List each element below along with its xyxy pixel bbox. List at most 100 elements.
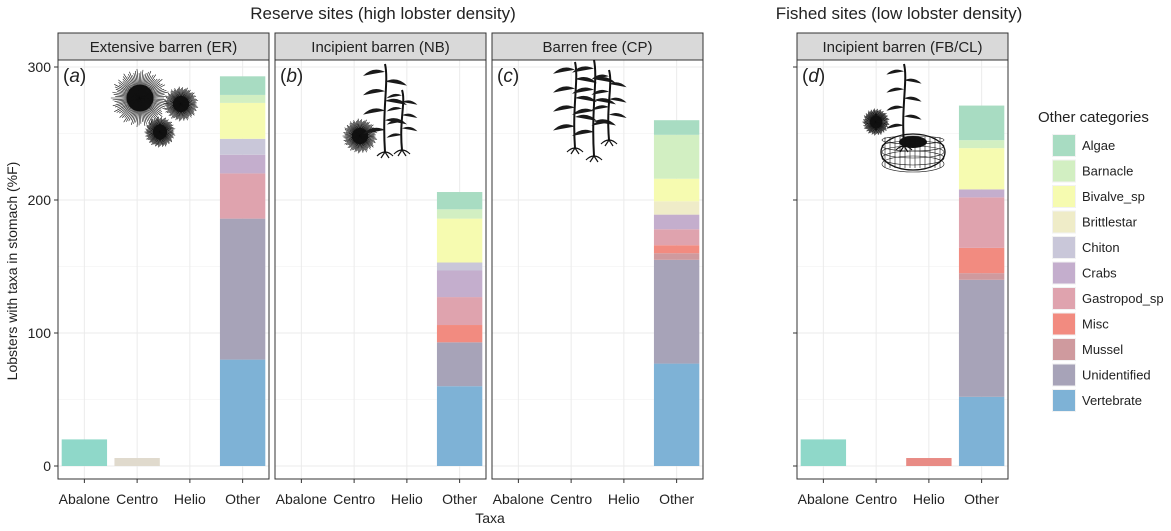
panel-border xyxy=(491,59,704,480)
panel-d: Incipient barren (FB/CL) (d) Abalone Centro… xyxy=(793,32,1009,507)
legend-swatch xyxy=(1053,211,1075,233)
panel-border xyxy=(57,59,270,480)
legend-swatch xyxy=(1053,364,1075,386)
bar-other-barnacle xyxy=(436,209,483,219)
urchin-icon xyxy=(110,68,169,128)
legend-swatch xyxy=(1053,339,1075,360)
bar-other-algae xyxy=(958,105,1005,141)
legend-swatch xyxy=(1053,288,1075,309)
bar-other-misc xyxy=(436,325,483,343)
bar-other-gastropod_sp xyxy=(219,173,266,219)
x-tick-label: Centro xyxy=(855,491,897,507)
bar-other-mussel xyxy=(958,273,1005,280)
legend-label: Algae xyxy=(1082,138,1115,153)
x-tick-label: Abalone xyxy=(59,491,111,507)
bar-other-algae xyxy=(436,192,483,210)
y-tick-label: 0 xyxy=(43,458,51,474)
bar-other-barnacle xyxy=(653,134,700,179)
legend-label: Brittlestar xyxy=(1082,215,1138,230)
bar-other-algae xyxy=(653,120,700,135)
bar-other-crabs xyxy=(219,154,266,174)
y-tick-label: 100 xyxy=(28,325,52,341)
y-tick-label: 300 xyxy=(28,59,52,75)
x-tick-label: Other xyxy=(964,491,999,507)
bar-other-vertebrate xyxy=(958,396,1005,466)
legend-swatch xyxy=(1053,160,1075,182)
bar-other-crabs xyxy=(436,270,483,298)
urchin-icon xyxy=(862,108,890,136)
legend-swatch xyxy=(1053,135,1075,156)
urchin-icon xyxy=(163,86,199,122)
bar-other-gastropod_sp xyxy=(436,297,483,326)
legend-swatch xyxy=(1053,262,1075,284)
legend-label: Chiton xyxy=(1082,240,1120,255)
legend-swatch xyxy=(1053,390,1075,411)
bar-other-barnacle xyxy=(219,94,266,103)
legend-swatch xyxy=(1053,186,1075,207)
group-title-reserve: Reserve sites (high lobster density) xyxy=(250,4,516,23)
panel-a: Extensive barren (ER)(a) Abalone Centro Hel… xyxy=(28,32,270,507)
urchin-icon xyxy=(144,116,176,148)
bar-other-bivalve_sp xyxy=(219,102,266,139)
x-tick-label: Centro xyxy=(333,491,375,507)
bar-other-bivalve_sp xyxy=(958,148,1005,190)
bar-other-chiton xyxy=(436,262,483,271)
bar-other-misc xyxy=(958,247,1005,274)
legend-label: Gastropod_sp xyxy=(1082,291,1164,306)
x-tick-label: Helio xyxy=(913,491,945,507)
panel-title: Incipient barren (FB/CL) xyxy=(822,39,982,56)
panel-title: Barren free (CP) xyxy=(542,39,652,56)
bar-other-gastropod_sp xyxy=(958,197,1005,248)
kelp-icon xyxy=(386,89,418,157)
panel-title: Extensive barren (ER) xyxy=(90,39,238,56)
x-tick-label: Helio xyxy=(608,491,640,507)
x-tick-label: Abalone xyxy=(493,491,545,507)
panel-label: (a) xyxy=(63,66,86,87)
bar-other-vertebrate xyxy=(219,359,266,466)
panel-border xyxy=(274,59,487,480)
x-tick-label: Other xyxy=(659,491,694,507)
bar-other-algae xyxy=(219,76,266,95)
bar-other-crabs xyxy=(958,189,1005,198)
bar-helio xyxy=(906,458,952,466)
x-axis-title: Taxa xyxy=(475,510,505,526)
legend-label: Crabs xyxy=(1082,266,1117,281)
bar-other-gastropod_sp xyxy=(653,229,700,246)
legend: Other categories Algae Barnacle Bivalve_sp B… xyxy=(1038,109,1164,412)
x-tick-label: Abalone xyxy=(798,491,850,507)
legend-label: Unidentified xyxy=(1082,368,1151,383)
y-axis-title: Lobsters with taxa in stomach (%F) xyxy=(4,162,20,381)
lobster-trap-icon xyxy=(880,133,946,173)
bar-other-vertebrate xyxy=(436,386,483,466)
bar-other-unidentified xyxy=(653,259,700,364)
panel-strip xyxy=(57,32,270,61)
legend-label: Bivalve_sp xyxy=(1082,189,1145,204)
urchin-icon xyxy=(342,118,378,154)
x-tick-label: Centro xyxy=(550,491,592,507)
bar-other-unidentified xyxy=(436,342,483,387)
bar-other-unidentified xyxy=(958,279,1005,397)
y-tick-label: 200 xyxy=(28,192,52,208)
bar-other-bivalve_sp xyxy=(436,218,483,263)
x-tick-label: Helio xyxy=(174,491,206,507)
x-tick-label: Helio xyxy=(391,491,423,507)
legend-label: Misc xyxy=(1082,317,1109,332)
bar-other-chiton xyxy=(219,138,266,155)
panel-title: Incipient barren (NB) xyxy=(311,39,449,56)
panel-strip xyxy=(274,32,487,61)
panel-strip xyxy=(796,32,1009,61)
legend-label: Mussel xyxy=(1082,342,1123,357)
kelp-icon xyxy=(553,61,597,155)
bar-abalone xyxy=(800,439,847,466)
bar-abalone xyxy=(61,439,108,466)
panel-label: (d) xyxy=(802,66,825,87)
legend-label: Barnacle xyxy=(1082,164,1133,179)
x-tick-label: Other xyxy=(225,491,260,507)
bar-other-mussel xyxy=(653,253,700,260)
x-tick-label: Other xyxy=(442,491,477,507)
bar-other-brittlestar xyxy=(653,201,700,215)
bar-other-unidentified xyxy=(219,218,266,360)
bar-centro xyxy=(114,458,160,466)
bar-other-barnacle xyxy=(958,140,1005,149)
